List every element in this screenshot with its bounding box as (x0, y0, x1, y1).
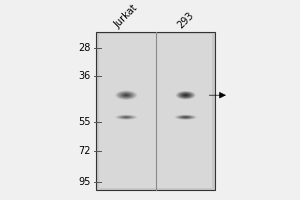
Ellipse shape (179, 116, 192, 119)
FancyBboxPatch shape (97, 32, 215, 190)
Text: 293: 293 (176, 10, 196, 30)
Ellipse shape (179, 92, 192, 98)
Ellipse shape (121, 116, 132, 118)
Ellipse shape (177, 92, 194, 99)
Ellipse shape (176, 91, 195, 99)
Ellipse shape (119, 116, 134, 119)
Ellipse shape (116, 91, 136, 100)
Ellipse shape (180, 93, 191, 98)
Ellipse shape (122, 116, 130, 118)
Ellipse shape (175, 115, 197, 120)
Ellipse shape (120, 116, 133, 119)
Ellipse shape (184, 117, 188, 118)
Ellipse shape (123, 117, 129, 118)
Ellipse shape (117, 115, 136, 119)
Ellipse shape (122, 94, 130, 97)
Ellipse shape (116, 115, 136, 120)
Text: 95: 95 (78, 177, 91, 187)
Ellipse shape (185, 95, 187, 96)
Ellipse shape (181, 93, 191, 97)
Ellipse shape (182, 93, 190, 97)
Text: Jurkat: Jurkat (112, 3, 140, 30)
Ellipse shape (178, 92, 193, 98)
Ellipse shape (117, 91, 136, 99)
Ellipse shape (176, 91, 196, 100)
Text: 55: 55 (78, 117, 91, 127)
Ellipse shape (125, 95, 127, 96)
Ellipse shape (123, 94, 129, 96)
Ellipse shape (180, 116, 191, 118)
Ellipse shape (124, 94, 128, 96)
Ellipse shape (122, 116, 131, 118)
Ellipse shape (121, 93, 132, 98)
Ellipse shape (124, 117, 128, 118)
Text: 36: 36 (78, 71, 91, 81)
Text: 72: 72 (78, 146, 91, 156)
FancyBboxPatch shape (100, 34, 212, 188)
Ellipse shape (118, 92, 135, 99)
Ellipse shape (176, 115, 196, 120)
Ellipse shape (122, 93, 131, 97)
Ellipse shape (182, 116, 189, 118)
Ellipse shape (115, 90, 137, 100)
Ellipse shape (120, 92, 133, 98)
Ellipse shape (177, 115, 194, 119)
Ellipse shape (183, 117, 188, 118)
Ellipse shape (119, 92, 134, 98)
Ellipse shape (182, 94, 189, 97)
Ellipse shape (178, 116, 193, 119)
Ellipse shape (118, 115, 135, 119)
Ellipse shape (183, 94, 188, 96)
Ellipse shape (181, 116, 190, 118)
Ellipse shape (184, 94, 187, 96)
Ellipse shape (176, 115, 195, 119)
Text: 28: 28 (78, 43, 91, 53)
